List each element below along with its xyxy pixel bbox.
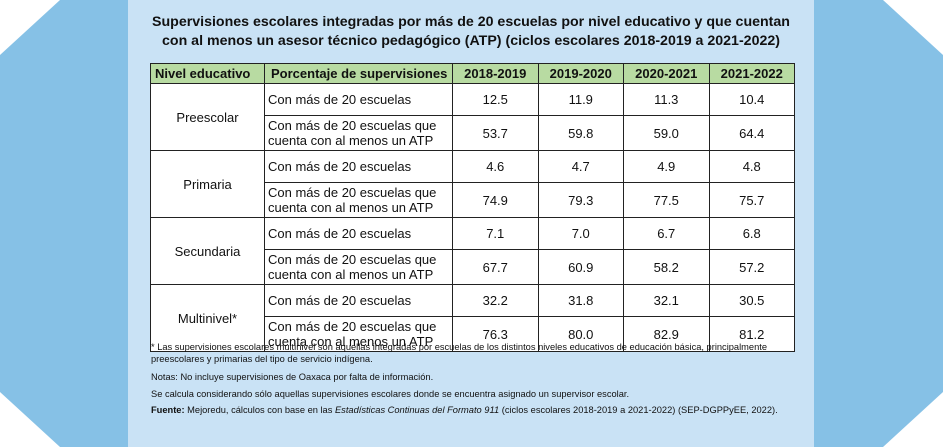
value-cell: 59.8 <box>537 115 624 151</box>
title-line-2: con al menos un asesor técnico pedagógic… <box>162 33 780 49</box>
desc-cell: Con más de 20 escuelas <box>264 150 453 183</box>
desc-cell: Con más de 20 escuelas <box>264 83 453 116</box>
table-row: Con más de 20 escuelas que cuenta con al … <box>151 182 795 218</box>
table-row: Secundaria Con más de 20 escuelas 7.1 7.… <box>150 217 795 285</box>
value-cell: 6.8 <box>708 217 795 250</box>
value-cell: 80.0 <box>537 316 624 352</box>
header-year-2: 2019-2020 <box>537 63 624 84</box>
value-cell: 4.7 <box>537 150 624 183</box>
value-cell: 76.3 <box>452 316 539 352</box>
value-cell: 10.4 <box>708 83 795 116</box>
desc-line-1: Con más de 20 escuelas que <box>268 319 437 334</box>
value-cell: 12.5 <box>452 83 539 116</box>
desc-line-1: Con más de 20 escuelas que <box>268 185 437 200</box>
desc-cell: Con más de 20 escuelas que cuenta con al … <box>264 249 453 285</box>
value-cell: 7.1 <box>452 217 539 250</box>
source-text-post: (ciclos escolares 2018-2019 a 2021-2022)… <box>499 405 778 415</box>
value-cell: 60.9 <box>537 249 624 285</box>
value-cell: 75.7 <box>708 182 795 218</box>
table-row: Con más de 20 escuelas que cuenta con al … <box>151 316 795 352</box>
level-cell: Multinivel* <box>150 284 265 352</box>
header-percent: Porcentaje de supervisiones <box>264 63 453 84</box>
value-cell: 67.7 <box>452 249 539 285</box>
value-cell: 6.7 <box>623 217 710 250</box>
value-cell: 4.8 <box>708 150 795 183</box>
desc-line-1: Con más de 20 escuelas que <box>268 118 437 133</box>
source-label: Fuente: <box>151 405 185 415</box>
value-cell: 79.3 <box>537 182 624 218</box>
source-title: Estadísticas Continuas del Formato 911 <box>334 405 500 415</box>
value-cell: 58.2 <box>623 249 710 285</box>
header-level: Nivel educativo <box>150 63 265 84</box>
footnote-calculation: Se calcula considerando sólo aquellas su… <box>151 388 630 399</box>
footnote-multinivel: * Las supervisiones escolares multinivel… <box>151 342 768 364</box>
value-cell: 53.7 <box>452 115 539 151</box>
desc-cell: Con más de 20 escuelas <box>264 284 453 317</box>
header-year-3: 2020-2021 <box>623 63 710 84</box>
value-cell: 4.6 <box>452 150 539 183</box>
header-row: Nivel educativo Porcentaje de supervisio… <box>150 63 795 84</box>
table-row: Preescolar Con más de 20 escuelas 12.5 1… <box>150 83 795 151</box>
desc-cell: Con más de 20 escuelas que cuenta con al … <box>264 316 453 352</box>
footnote-oaxaca: Notas: No incluye supervisiones de Oaxac… <box>151 372 434 382</box>
level-cell: Primaria <box>150 150 265 218</box>
value-cell: 11.3 <box>623 83 710 116</box>
value-cell: 74.9 <box>452 182 539 218</box>
source-text-pre: Mejoredu, cálculos con base en las <box>184 405 335 415</box>
table-row: Con más de 20 escuelas que cuenta con al … <box>151 249 795 285</box>
value-cell: 81.2 <box>708 316 795 352</box>
desc-line-2: cuenta con al menos un ATP <box>268 334 434 349</box>
title-line-1: Supervisiones escolares integradas por m… <box>152 14 790 30</box>
table-title: Supervisiones escolares integradas por m… <box>128 13 814 51</box>
footnote-source: Fuente: Mejoredu, cálculos con base en l… <box>151 405 801 417</box>
value-cell: 32.2 <box>452 284 539 317</box>
value-cell: 82.9 <box>623 316 710 352</box>
level-cell: Preescolar <box>150 83 265 151</box>
value-cell: 64.4 <box>708 115 795 151</box>
desc-cell: Con más de 20 escuelas que cuenta con al … <box>264 182 453 218</box>
table-row: Multinivel* Con más de 20 escuelas 32.2 … <box>150 284 795 352</box>
value-cell: 59.0 <box>623 115 710 151</box>
header-year-1: 2018-2019 <box>452 63 539 84</box>
table-row: Con más de 20 escuelas que cuenta con al … <box>151 115 795 151</box>
table-row: Primaria Con más de 20 escuelas 4.6 4.7 … <box>150 150 795 218</box>
desc-line-2: cuenta con al menos un ATP <box>268 267 434 282</box>
footnotes: * Las supervisiones escolares multinivel… <box>151 342 801 422</box>
supervision-table: Nivel educativo Porcentaje de supervisio… <box>150 63 795 352</box>
value-cell: 7.0 <box>537 217 624 250</box>
level-cell: Secundaria <box>150 217 265 285</box>
left-hexagon-side <box>0 0 128 447</box>
value-cell: 31.8 <box>537 284 624 317</box>
header-year-4: 2021-2022 <box>708 63 795 84</box>
value-cell: 11.9 <box>537 83 624 116</box>
desc-cell: Con más de 20 escuelas <box>264 217 453 250</box>
value-cell: 77.5 <box>623 182 710 218</box>
value-cell: 57.2 <box>708 249 795 285</box>
desc-line-2: cuenta con al menos un ATP <box>268 200 434 215</box>
right-hexagon-side <box>814 0 943 447</box>
value-cell: 30.5 <box>708 284 795 317</box>
desc-cell: Con más de 20 escuelas que cuenta con al … <box>264 115 453 151</box>
desc-line-1: Con más de 20 escuelas que <box>268 252 437 267</box>
desc-line-2: cuenta con al menos un ATP <box>268 133 434 148</box>
value-cell: 4.9 <box>623 150 710 183</box>
value-cell: 32.1 <box>623 284 710 317</box>
